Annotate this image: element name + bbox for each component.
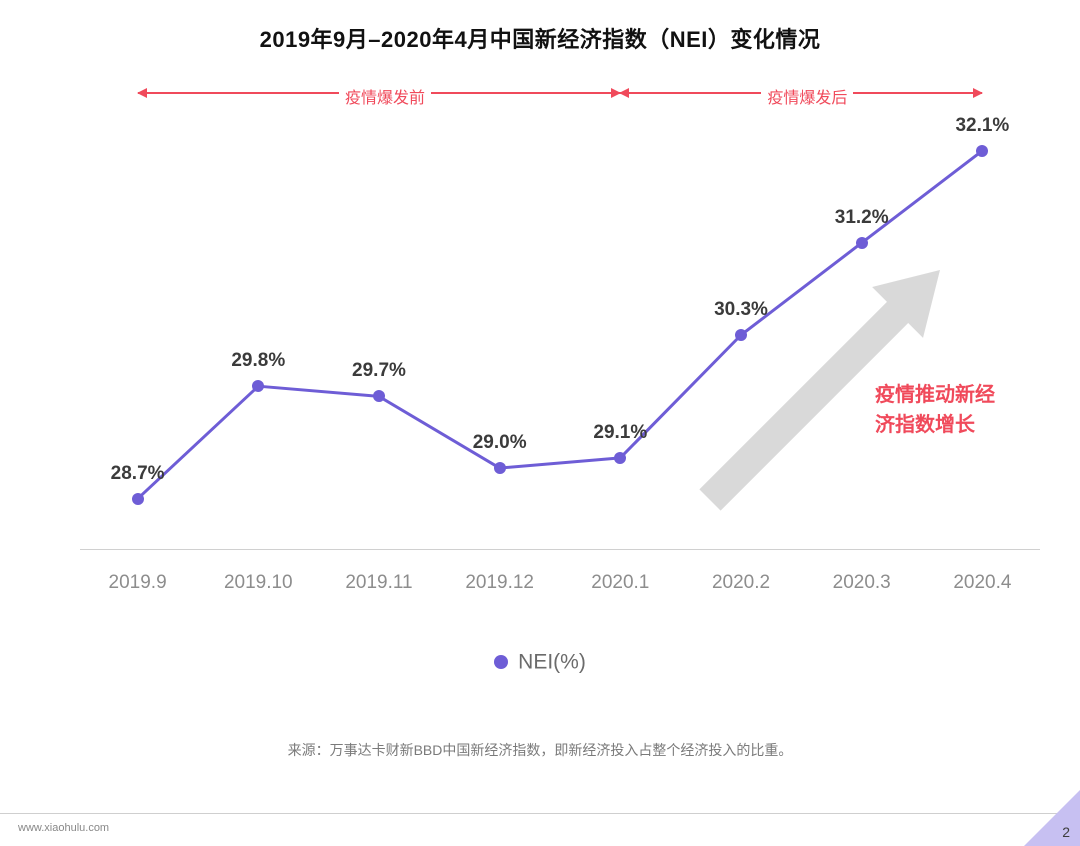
period-bar: 疫情爆发前 疫情爆发后	[0, 82, 1080, 106]
x-tick-label: 2019.11	[345, 572, 412, 594]
data-label: 29.1%	[593, 422, 647, 444]
data-point	[976, 145, 988, 157]
data-point	[252, 380, 264, 392]
x-tick-label: 2020.4	[953, 572, 1011, 594]
data-point	[132, 493, 144, 505]
footer-url: www.xiaohulu.com	[18, 822, 109, 834]
data-point	[735, 329, 747, 341]
data-label: 31.2%	[835, 207, 889, 229]
legend-marker	[494, 655, 508, 669]
x-tick-label: 2019.9	[109, 572, 167, 594]
x-tick-label: 2019.10	[224, 572, 293, 594]
data-point	[494, 462, 506, 474]
data-label: 28.7%	[111, 463, 165, 485]
chart-area: 28.7%2019.929.8%2019.1029.7%2019.1129.0%…	[80, 120, 1040, 550]
legend: NEI(%)	[0, 650, 1080, 674]
x-axis	[80, 549, 1040, 550]
x-tick-label: 2019.12	[465, 572, 534, 594]
annotation-line2: 济指数增长	[875, 414, 975, 436]
data-point	[373, 390, 385, 402]
chart-title: 2019年9月–2020年4月中国新经济指数（NEI）变化情况	[0, 22, 1080, 54]
x-tick-label: 2020.3	[833, 572, 891, 594]
legend-label: NEI(%)	[518, 650, 586, 673]
data-point	[856, 237, 868, 249]
period-label-after: 疫情爆发后	[761, 84, 853, 108]
data-label: 29.7%	[352, 360, 406, 382]
period-label-before: 疫情爆发前	[339, 84, 431, 108]
data-label: 32.1%	[955, 115, 1009, 137]
footer-divider	[0, 813, 1080, 814]
page-number: 2	[1062, 824, 1070, 840]
annotation-text: 疫情推动新经 济指数增长	[875, 380, 995, 440]
data-label: 29.8%	[231, 350, 285, 372]
corner-triangle-icon	[1024, 790, 1080, 846]
annotation-line1: 疫情推动新经	[875, 384, 995, 406]
data-point	[614, 452, 626, 464]
x-tick-label: 2020.2	[712, 572, 770, 594]
line-path	[80, 120, 1040, 550]
data-label: 29.0%	[473, 432, 527, 454]
page-corner: 2	[1024, 790, 1080, 846]
data-label: 30.3%	[714, 299, 768, 321]
x-tick-label: 2020.1	[591, 572, 649, 594]
source-text: 来源：万事达卡财新BBD中国新经济指数，即新经济投入占整个经济投入的比重。	[0, 740, 1080, 760]
